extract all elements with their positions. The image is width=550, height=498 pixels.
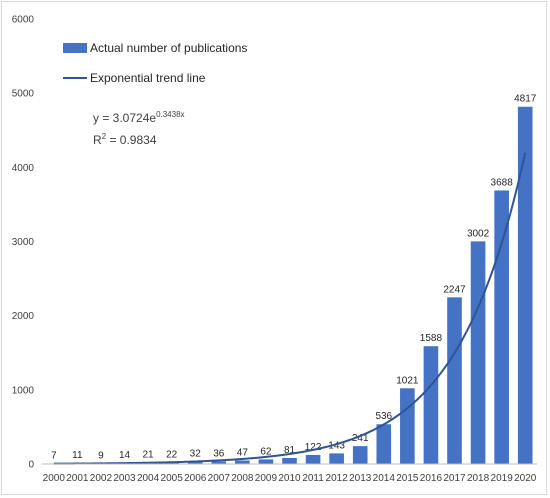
bar-2006	[187, 461, 203, 464]
data-label-2011: 122	[305, 442, 322, 453]
legend-line-label: Exponential trend line	[90, 71, 206, 85]
y-tick-0: 0	[28, 460, 34, 471]
y-tick-5000: 5000	[12, 89, 35, 100]
x-tick-2002: 2002	[90, 473, 113, 484]
bar-2015	[400, 388, 415, 464]
x-tick-2020: 2020	[514, 473, 537, 484]
x-tick-2008: 2008	[231, 473, 254, 484]
data-label-2009: 62	[260, 446, 272, 457]
exponential-trend-line	[53, 152, 527, 465]
data-label-2004: 21	[143, 449, 155, 460]
bar-2020	[517, 106, 533, 464]
legend-bar-label: Actual number of publications	[90, 41, 247, 55]
data-label-2003: 14	[119, 450, 131, 461]
bar-2014	[376, 424, 392, 464]
x-tick-2000: 2000	[43, 473, 66, 484]
data-label-2019: 3688	[491, 177, 514, 188]
x-tick-2007: 2007	[208, 473, 231, 484]
y-tick-6000: 6000	[12, 15, 35, 26]
x-tick-2014: 2014	[373, 473, 396, 484]
x-tick-2001: 2001	[66, 473, 89, 484]
bar-2017	[447, 297, 462, 464]
data-label-2016: 1588	[420, 333, 443, 344]
x-tick-2013: 2013	[349, 473, 372, 484]
data-label-2006: 32	[190, 449, 202, 460]
data-label-2012: 143	[328, 440, 345, 451]
x-tick-2009: 2009	[255, 473, 278, 484]
x-tick-2005: 2005	[161, 473, 184, 484]
x-tick-2019: 2019	[491, 473, 514, 484]
legend: Actual number of publications Exponentia…	[63, 41, 247, 85]
bar-2007	[211, 461, 227, 464]
bar-2018	[470, 241, 486, 464]
x-tick-2015: 2015	[396, 473, 419, 484]
bar-2008	[235, 460, 250, 464]
data-label-2007: 36	[213, 448, 225, 459]
bar-2019	[494, 190, 509, 464]
data-label-2001: 11	[72, 450, 83, 461]
bar-series	[46, 106, 533, 464]
x-axis-tick-labels: 2000 2001 2002 2003 2004 2005 2006 2007 2008 2009…	[43, 473, 537, 484]
bar-2013	[352, 446, 368, 464]
y-tick-1000: 1000	[12, 385, 35, 396]
y-axis-tick-labels: 0 1000 2000 3000 4000 5000 6000	[12, 15, 35, 471]
data-label-2020: 4817	[514, 94, 537, 105]
equation-label: y = 3.0724e0.3438x	[93, 110, 185, 125]
bar-2011	[305, 454, 321, 464]
r-squared-label: R2 = 0.9834	[93, 132, 157, 147]
x-tick-2017: 2017	[443, 473, 466, 484]
x-tick-2016: 2016	[420, 473, 443, 484]
y-tick-4000: 4000	[12, 163, 35, 174]
data-label-2018: 3002	[467, 228, 490, 239]
x-tick-2004: 2004	[137, 473, 160, 484]
data-label-2017: 2247	[443, 284, 466, 295]
data-label-2015: 1021	[396, 375, 419, 386]
y-tick-2000: 2000	[12, 311, 35, 322]
x-tick-2010: 2010	[278, 473, 301, 484]
x-tick-2011: 2011	[302, 473, 324, 484]
data-label-2002: 9	[98, 450, 104, 461]
y-tick-3000: 3000	[12, 237, 35, 248]
data-label-2014: 536	[375, 411, 392, 422]
data-label-2010: 81	[284, 445, 296, 456]
bar-2009	[258, 459, 274, 464]
x-tick-2018: 2018	[467, 473, 490, 484]
data-label-2005: 22	[166, 449, 178, 460]
data-label-2000: 7	[51, 450, 57, 461]
x-tick-2012: 2012	[326, 473, 349, 484]
legend-bar-swatch	[63, 43, 87, 53]
bar-2012	[329, 453, 344, 464]
bar-2010	[282, 457, 297, 464]
x-tick-2003: 2003	[113, 473, 136, 484]
trend-equation: y = 3.0724e0.3438x R2 = 0.9834	[93, 110, 185, 147]
bar-2016	[423, 346, 439, 464]
data-label-2008: 47	[237, 448, 249, 459]
data-label-2013: 241	[352, 433, 369, 444]
x-tick-2006: 2006	[184, 473, 207, 484]
data-labels: 7 11 9 14 21 22 32 36 47 62 81 122 143 241 536 1021 1588…	[51, 94, 537, 462]
